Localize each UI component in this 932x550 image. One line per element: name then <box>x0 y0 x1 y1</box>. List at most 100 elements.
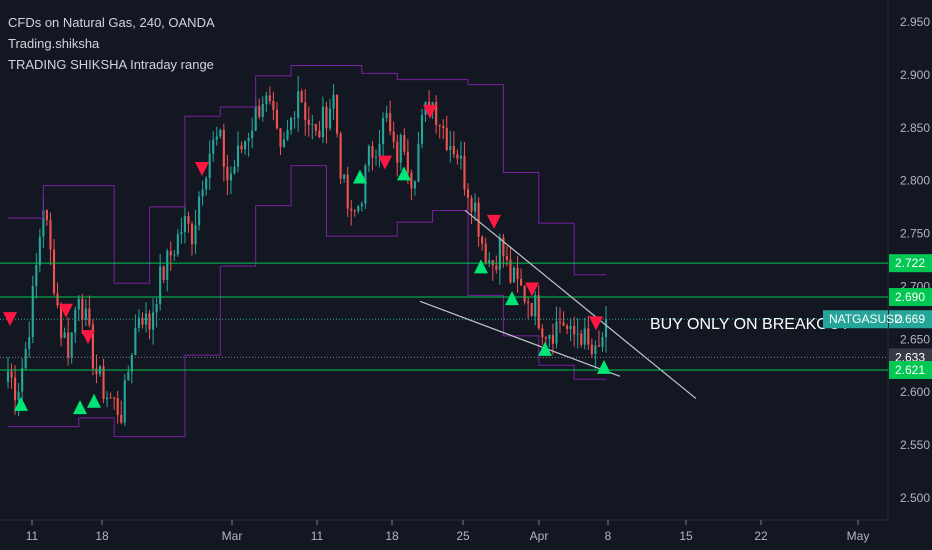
x-tick-label: 18 <box>385 529 399 543</box>
candle-body <box>382 118 385 145</box>
x-tick-label: 8 <box>605 529 612 543</box>
sell-signal-marker <box>423 104 437 119</box>
candle-body <box>240 145 243 150</box>
candle-body <box>378 144 381 157</box>
candle-body <box>442 126 445 128</box>
candle-body <box>95 368 98 375</box>
candle-body <box>364 165 367 204</box>
buy-signal-marker <box>14 396 28 411</box>
candle-body <box>226 166 229 181</box>
x-tick-label: May <box>847 529 870 543</box>
candle-body <box>17 391 20 401</box>
sell-signal-marker <box>487 214 501 229</box>
candle-body <box>201 189 204 197</box>
candle-body <box>155 304 158 313</box>
candle-body <box>512 267 516 283</box>
candle-body <box>410 172 413 189</box>
candle-body <box>417 143 420 182</box>
candle-body <box>268 95 271 102</box>
sell-signal-marker <box>81 330 95 345</box>
candle-body <box>339 133 342 179</box>
y-tick-label: 2.800 <box>900 174 930 188</box>
candle-body <box>569 325 572 330</box>
y-tick-label: 2.600 <box>900 385 930 399</box>
candle-body <box>516 267 519 279</box>
candle-body <box>558 321 562 323</box>
candle-body <box>371 146 374 158</box>
price-tag <box>889 310 932 329</box>
price-tag <box>889 288 932 307</box>
candle-body <box>244 141 247 150</box>
candle-body <box>583 328 586 345</box>
x-tick-label: 11 <box>26 529 39 543</box>
candle-body <box>183 216 186 233</box>
candle-body <box>360 203 363 207</box>
sell-signal-marker <box>589 316 603 331</box>
candle-body <box>463 155 466 190</box>
candle-body <box>300 91 303 103</box>
candle-body <box>420 114 424 144</box>
wedge-lower-trendline <box>419 300 621 377</box>
candle-body <box>106 397 109 400</box>
candle-body <box>233 166 236 174</box>
candle-body <box>406 151 409 173</box>
candle-body <box>282 139 286 148</box>
candle-body <box>102 366 105 400</box>
candle-body <box>562 322 565 326</box>
candle-body <box>63 332 66 338</box>
buy-signal-marker <box>353 169 367 184</box>
price-tag-label: 2.621 <box>895 363 925 377</box>
candle-body <box>527 301 530 304</box>
candle-body <box>449 146 452 150</box>
candle-body <box>42 210 45 237</box>
candle-body <box>452 146 455 155</box>
indicator-name: TRADING SHIKSHA Intraday range <box>8 57 214 72</box>
candle-body <box>6 371 10 382</box>
candle-body <box>523 285 526 302</box>
price-tag-label: 2.633 <box>895 350 925 364</box>
candle-body <box>474 202 477 212</box>
candle-body <box>236 145 240 167</box>
range-lower <box>8 165 606 438</box>
candle-body <box>555 321 558 344</box>
candle-body <box>173 254 176 256</box>
candle-body <box>31 286 34 337</box>
buy-signal-marker <box>474 259 488 274</box>
candle-body <box>311 124 314 126</box>
candle-body <box>325 106 328 129</box>
candle-body <box>403 135 406 152</box>
buy-signal-marker <box>597 359 611 374</box>
buy-signal-marker <box>397 166 411 181</box>
candle-body <box>318 130 321 138</box>
sell-signal-marker <box>3 312 17 327</box>
candle-body <box>520 278 523 286</box>
candle-body <box>438 124 441 127</box>
candle-body <box>120 414 123 423</box>
candle-body <box>594 345 597 355</box>
candle-body <box>601 337 604 347</box>
candle-body <box>84 308 87 320</box>
y-tick-label: 2.500 <box>900 491 930 505</box>
candle-body <box>392 131 395 142</box>
candle-body <box>116 398 119 415</box>
candle-body <box>481 236 484 244</box>
candle-body <box>28 336 31 349</box>
x-tick-label: Apr <box>530 529 549 543</box>
buy-signal-marker <box>505 291 519 306</box>
candle-body <box>113 397 116 399</box>
x-tick-label: 11 <box>311 529 324 543</box>
candle-body <box>389 113 392 132</box>
candle-body <box>190 223 194 245</box>
candle-body <box>580 333 583 345</box>
candle-body <box>91 324 94 369</box>
candle-body <box>109 397 112 399</box>
candle-body <box>488 260 491 264</box>
candle-body <box>413 181 416 189</box>
candle-body <box>597 345 600 347</box>
price-tag <box>889 361 932 380</box>
candle-body <box>279 128 282 148</box>
candle-body <box>435 102 438 125</box>
candle-body <box>254 105 257 131</box>
